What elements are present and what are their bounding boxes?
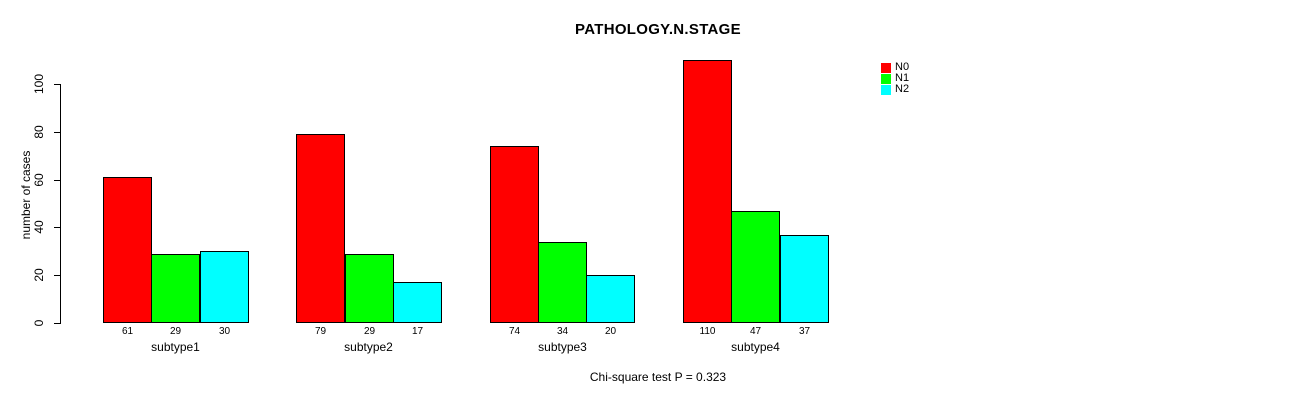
bar-n2-subtype1 (200, 251, 249, 323)
y-tick (54, 132, 60, 133)
bar-n0-subtype1 (103, 177, 152, 323)
legend-row-n1: N1 (881, 73, 909, 84)
bar-value-label: 29 (363, 326, 376, 337)
bar-n0-subtype2 (296, 134, 345, 323)
bar-value-label: 79 (314, 326, 327, 337)
y-tick (54, 275, 60, 276)
x-category-label: subtype3 (538, 340, 587, 354)
bar-n1-subtype1 (151, 254, 200, 323)
y-tick (54, 84, 60, 85)
y-tick-label: 80 (32, 125, 46, 139)
y-tick (54, 227, 60, 228)
y-tick-label: 100 (32, 73, 46, 95)
legend-label: N0 (895, 61, 910, 73)
bar-value-label: 20 (604, 326, 617, 337)
bar-value-label: 29 (169, 326, 182, 337)
bar-value-label: 74 (508, 326, 521, 337)
bar-n1-subtype2 (345, 254, 394, 323)
legend-label: N1 (895, 72, 910, 84)
legend-swatch-icon (881, 62, 891, 73)
y-tick (54, 323, 60, 324)
y-tick-label: 40 (32, 220, 46, 234)
legend-swatch-icon (881, 73, 891, 84)
y-tick-label: 20 (32, 268, 46, 282)
y-tick (54, 180, 60, 181)
y-tick-label: 0 (32, 319, 46, 327)
x-category-label: subtype4 (731, 340, 780, 354)
legend-row-n2: N2 (881, 84, 909, 95)
bar-n2-subtype3 (586, 275, 635, 323)
x-category-label: subtype1 (151, 340, 200, 354)
y-tick-label: 60 (32, 173, 46, 187)
bar-n1-subtype3 (538, 242, 587, 323)
x-category-label: subtype2 (344, 340, 393, 354)
bar-n0-subtype3 (490, 146, 539, 323)
bar-n0-subtype4 (683, 60, 732, 323)
bar-n2-subtype4 (780, 235, 829, 323)
chart-title: PATHOLOGY.N.STAGE (575, 21, 741, 38)
bar-value-label: 34 (556, 326, 569, 337)
legend: N0 N1 N2 (881, 62, 909, 95)
bar-n1-subtype4 (731, 211, 780, 323)
bar-value-label: 30 (218, 326, 231, 337)
legend-swatch-icon (881, 84, 891, 95)
legend-label: N2 (895, 83, 910, 95)
bar-value-label: 61 (121, 326, 134, 337)
chi-square-note: Chi-square test P = 0.323 (589, 370, 727, 384)
bar-value-label: 37 (798, 326, 811, 337)
bar-n2-subtype2 (393, 282, 442, 323)
bar-value-label: 47 (749, 326, 762, 337)
y-axis-label: number of cases (19, 150, 33, 240)
y-axis-line (60, 84, 61, 324)
bar-value-label: 110 (699, 326, 716, 337)
bar-value-label: 17 (411, 326, 424, 337)
legend-row-n0: N0 (881, 62, 909, 73)
